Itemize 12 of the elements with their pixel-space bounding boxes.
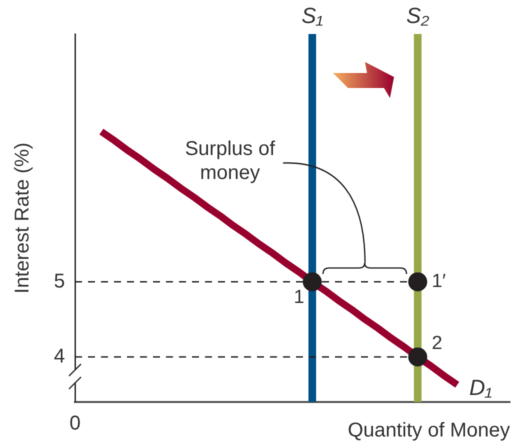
series-label: D₁ bbox=[469, 374, 492, 400]
x-axis-title: Quantity of Money bbox=[348, 420, 510, 442]
y-tick-label: 4 bbox=[54, 345, 65, 368]
series-label: S₁ bbox=[301, 3, 324, 28]
x-tick-label: 0 bbox=[69, 412, 81, 435]
legend-label: 1′ bbox=[432, 271, 446, 292]
series-label: 2 bbox=[432, 333, 442, 354]
y-tick-label: 5 bbox=[54, 270, 65, 292]
y-axis-title: Interest Rate (%) bbox=[12, 142, 34, 294]
series-label: S₂ bbox=[406, 3, 430, 28]
annotation: Surplus of money bbox=[184, 136, 276, 185]
series-label: 1 bbox=[294, 287, 304, 308]
